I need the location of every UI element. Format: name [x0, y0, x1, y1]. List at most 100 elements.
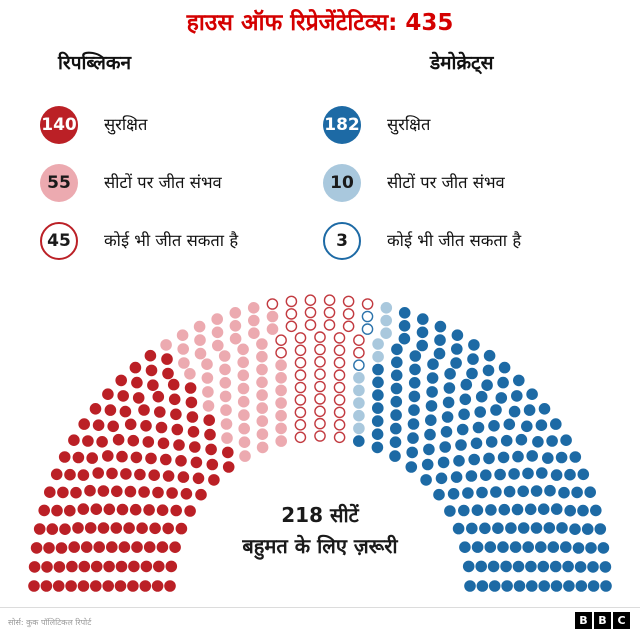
seat-dot-democrat-safe [439, 441, 452, 453]
seat-dot-republican-safe [118, 541, 131, 553]
seat-dot-republican-lean [275, 384, 287, 397]
seat-dot-democrat-safe [492, 522, 504, 534]
seat-dot-republican-safe [175, 522, 188, 535]
seat-dot-democrat-safe [453, 454, 465, 467]
seat-dot-republican-tossup [275, 334, 287, 347]
seat-dot-democrat-lean [353, 409, 365, 422]
legend-label: कोई भी जीत सकता है [104, 230, 239, 250]
seat-dot-democrat-safe [597, 542, 610, 554]
seat-dot-democrat-safe [526, 580, 538, 592]
seat-dot-republican-safe [195, 488, 207, 501]
seat-dot-democrat-safe [590, 504, 602, 517]
seat-dot-republican-safe [124, 485, 137, 498]
seat-dot-republican-safe [114, 580, 127, 592]
bbc-logo-block: C [613, 612, 630, 629]
seat-dot-republican-lean [201, 358, 213, 370]
seat-dot-republican-lean [184, 368, 196, 380]
seat-dot-republican-lean [238, 422, 250, 435]
seat-dot-republican-safe [162, 367, 174, 380]
seat-dot-democrat-safe [434, 320, 447, 333]
seat-dot-republican-tossup [304, 306, 317, 319]
seat-dot-republican-safe [116, 503, 129, 516]
seat-dot-democrat-safe [487, 560, 500, 573]
seat-dot-republican-tossup [353, 346, 365, 359]
seat-dot-democrat-safe [512, 450, 524, 463]
seat-dot-democrat-safe [555, 451, 568, 464]
seat-dot-democrat-safe [470, 437, 483, 450]
seat-dot-republican-lean [239, 450, 251, 462]
seat-dot-democrat-safe [456, 423, 469, 436]
seat-dot-democrat-safe [505, 522, 517, 534]
seat-dot-democrat-safe [372, 376, 384, 389]
seat-dot-republican-safe [102, 450, 114, 462]
seat-count-badge: 45 [40, 222, 78, 260]
seat-dot-republican-safe [112, 433, 125, 446]
seat-dot-republican-safe [138, 404, 150, 416]
seat-dot-democrat-safe [389, 422, 402, 435]
seat-dot-republican-safe [127, 580, 139, 592]
seat-dot-democrat-tossup [361, 323, 374, 335]
seat-dot-democrat-safe [550, 503, 563, 515]
seat-dot-democrat-safe [577, 504, 589, 517]
seat-dot-democrat-lean [372, 338, 384, 350]
seat-dot-democrat-safe [524, 503, 537, 516]
republican-legend: 140 सुरक्षित 55 सीटों पर जीत संभव 45 कोई… [40, 106, 238, 260]
seat-dot-democrat-safe [498, 361, 511, 374]
legend-label: सीटों पर जीत संभव [387, 172, 505, 192]
seat-dot-democrat-safe [390, 369, 403, 382]
seat-dot-republican-safe [165, 560, 178, 573]
seat-dot-republican-safe [92, 467, 104, 479]
seat-dot-democrat-safe [435, 472, 448, 485]
seat-dot-democrat-safe [498, 503, 511, 516]
seat-dot-republican-safe [162, 522, 174, 535]
seat-dot-democrat-safe [490, 486, 502, 498]
seat-dot-republican-tossup [361, 298, 374, 310]
seat-dot-democrat-safe [560, 434, 572, 446]
seat-dot-republican-safe [140, 560, 153, 573]
seat-dot-republican-lean [256, 415, 269, 427]
seat-dot-democrat-safe [500, 434, 513, 447]
seat-dot-democrat-safe [479, 469, 492, 481]
seat-dot-republican-tossup [353, 334, 365, 347]
seat-dot-republican-safe [51, 504, 63, 517]
seat-dot-republican-tossup [294, 369, 307, 381]
seat-dot-democrat-safe [501, 580, 513, 592]
seat-dot-republican-tossup [294, 381, 307, 394]
seat-dot-republican-safe [115, 560, 128, 573]
seat-dot-republican-safe [111, 485, 123, 498]
legend-item-rep-tossup: 45 कोई भी जीत सकता है [40, 222, 238, 260]
seat-dot-republican-tossup [333, 418, 346, 431]
seat-dot-republican-lean [247, 301, 260, 314]
seat-dot-democrat-safe [500, 560, 512, 573]
seat-dot-democrat-safe [587, 580, 600, 592]
seat-dot-republican-lean [229, 320, 242, 332]
seat-dot-democrat-safe [390, 395, 403, 408]
seat-dot-republican-safe [168, 393, 181, 406]
seat-dot-republican-tossup [333, 381, 346, 394]
majority-label: 218 सीटें बहुमत के लिए ज़रूरी [170, 500, 470, 562]
seat-dot-republican-tossup [304, 294, 317, 306]
seat-dot-republican-lean [256, 363, 268, 376]
seat-dot-republican-lean [202, 400, 215, 412]
seat-dot-democrat-safe [535, 419, 548, 431]
seat-dot-democrat-safe [577, 468, 590, 481]
seat-dot-republican-safe [130, 451, 143, 464]
seat-dot-republican-tossup [342, 295, 355, 308]
seat-dot-democrat-safe [488, 419, 500, 432]
seat-dot-democrat-safe [416, 339, 429, 352]
seat-dot-democrat-safe [479, 522, 491, 535]
seat-dot-democrat-lean [380, 301, 393, 314]
seat-dot-republican-tossup [314, 417, 326, 430]
seat-dot-republican-safe [107, 420, 119, 433]
seat-dot-republican-tossup [314, 380, 326, 393]
seat-dot-republican-safe [170, 408, 182, 421]
legend-label: सुरक्षित [387, 114, 431, 134]
seat-dot-republican-safe [143, 541, 156, 553]
seat-dot-republican-tossup [342, 308, 355, 320]
seat-dot-democrat-safe [526, 450, 539, 462]
seat-dot-republican-safe [117, 390, 129, 402]
seat-dot-republican-safe [180, 487, 193, 500]
seat-dot-democrat-safe [546, 435, 558, 447]
seat-dot-democrat-safe [452, 522, 465, 535]
seat-dot-republican-safe [30, 542, 43, 554]
